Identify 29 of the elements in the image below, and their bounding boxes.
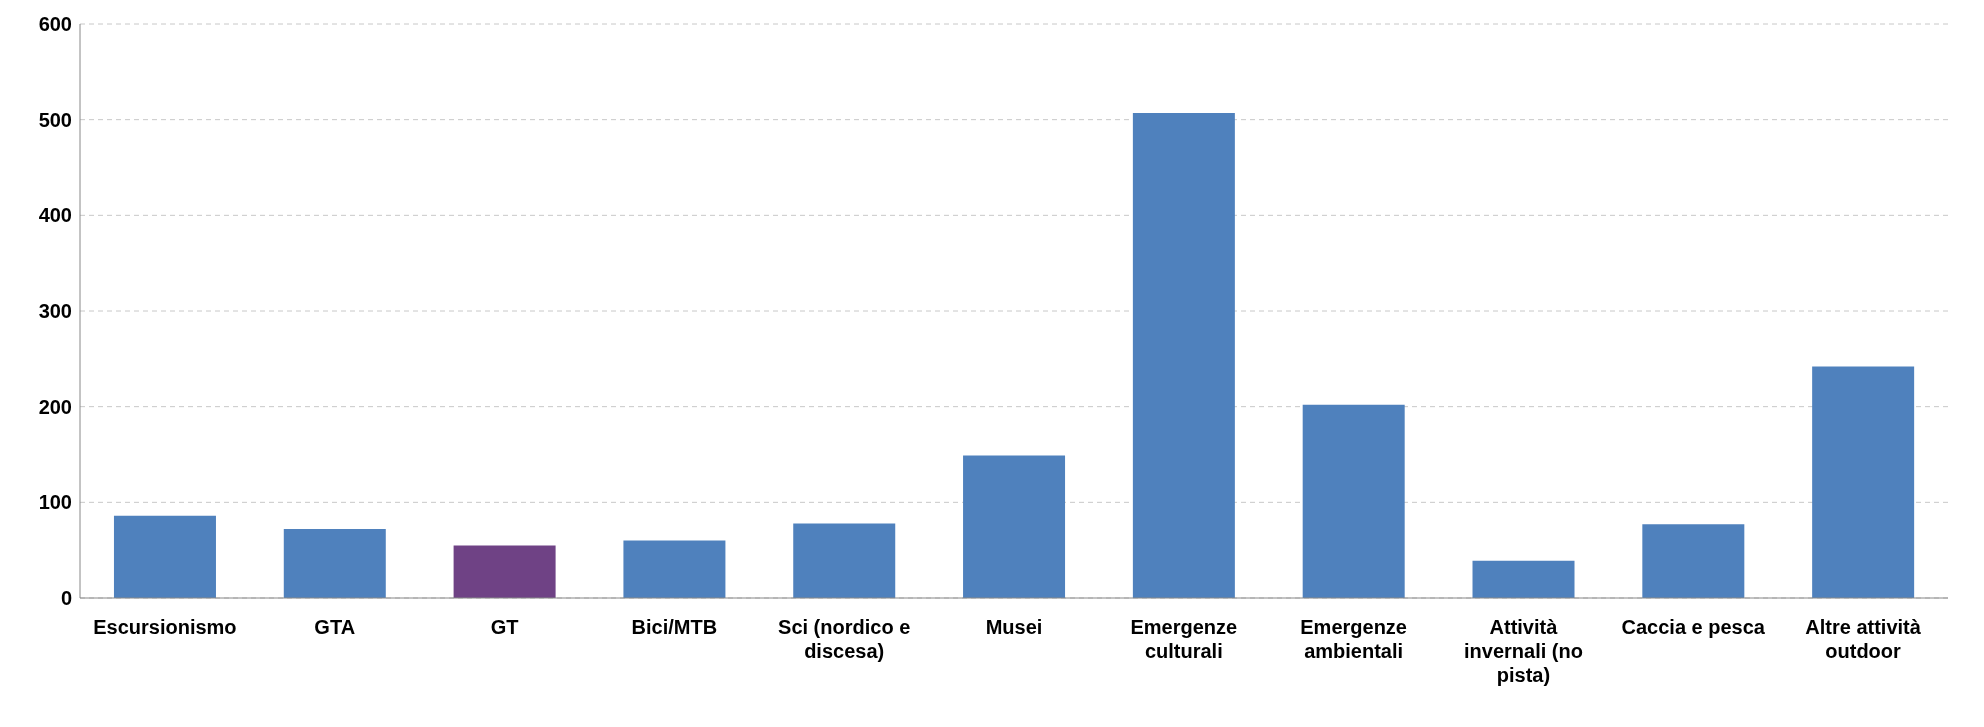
- bar: [113, 515, 216, 598]
- x-tick-label: Sci (nordico e discesa): [778, 616, 911, 662]
- x-tick-label: Musei: [985, 616, 1043, 638]
- bar: [1132, 112, 1235, 598]
- y-tick-label: 0: [60, 587, 72, 610]
- bar: [453, 545, 556, 598]
- bar: [1812, 366, 1915, 598]
- x-tick-label: Emergenze culturali: [1130, 616, 1238, 662]
- y-tick-label: 500: [38, 108, 72, 131]
- x-tick-label: Escursionismo: [93, 616, 237, 638]
- y-tick-label: 100: [38, 491, 72, 514]
- bar: [623, 540, 726, 598]
- bar: [1302, 404, 1405, 598]
- bar: [283, 529, 386, 598]
- x-tick-label: Bici/MTB: [631, 616, 718, 638]
- x-tick-label: GT: [490, 616, 519, 638]
- y-tick-label: 300: [38, 300, 72, 323]
- x-tick-label: GTA: [314, 616, 356, 638]
- x-tick-label: Caccia e pesca: [1621, 616, 1766, 638]
- x-tick-label: Altre attività outdoor: [1805, 616, 1922, 662]
- bar: [793, 523, 896, 598]
- bar: [963, 455, 1066, 598]
- y-tick-label: 400: [38, 204, 72, 227]
- x-tick-label: Emergenze ambientali: [1300, 616, 1407, 662]
- bar: [1472, 560, 1575, 598]
- y-tick-label: 600: [38, 13, 72, 36]
- y-tick-label: 200: [38, 395, 72, 418]
- x-tick-label: Attività invernali (no pista): [1464, 616, 1583, 686]
- bar: [1642, 524, 1745, 598]
